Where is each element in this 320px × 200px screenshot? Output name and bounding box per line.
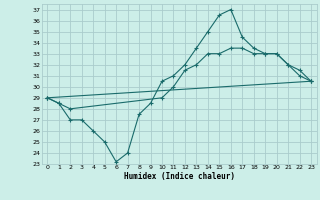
X-axis label: Humidex (Indice chaleur): Humidex (Indice chaleur) [124,172,235,181]
